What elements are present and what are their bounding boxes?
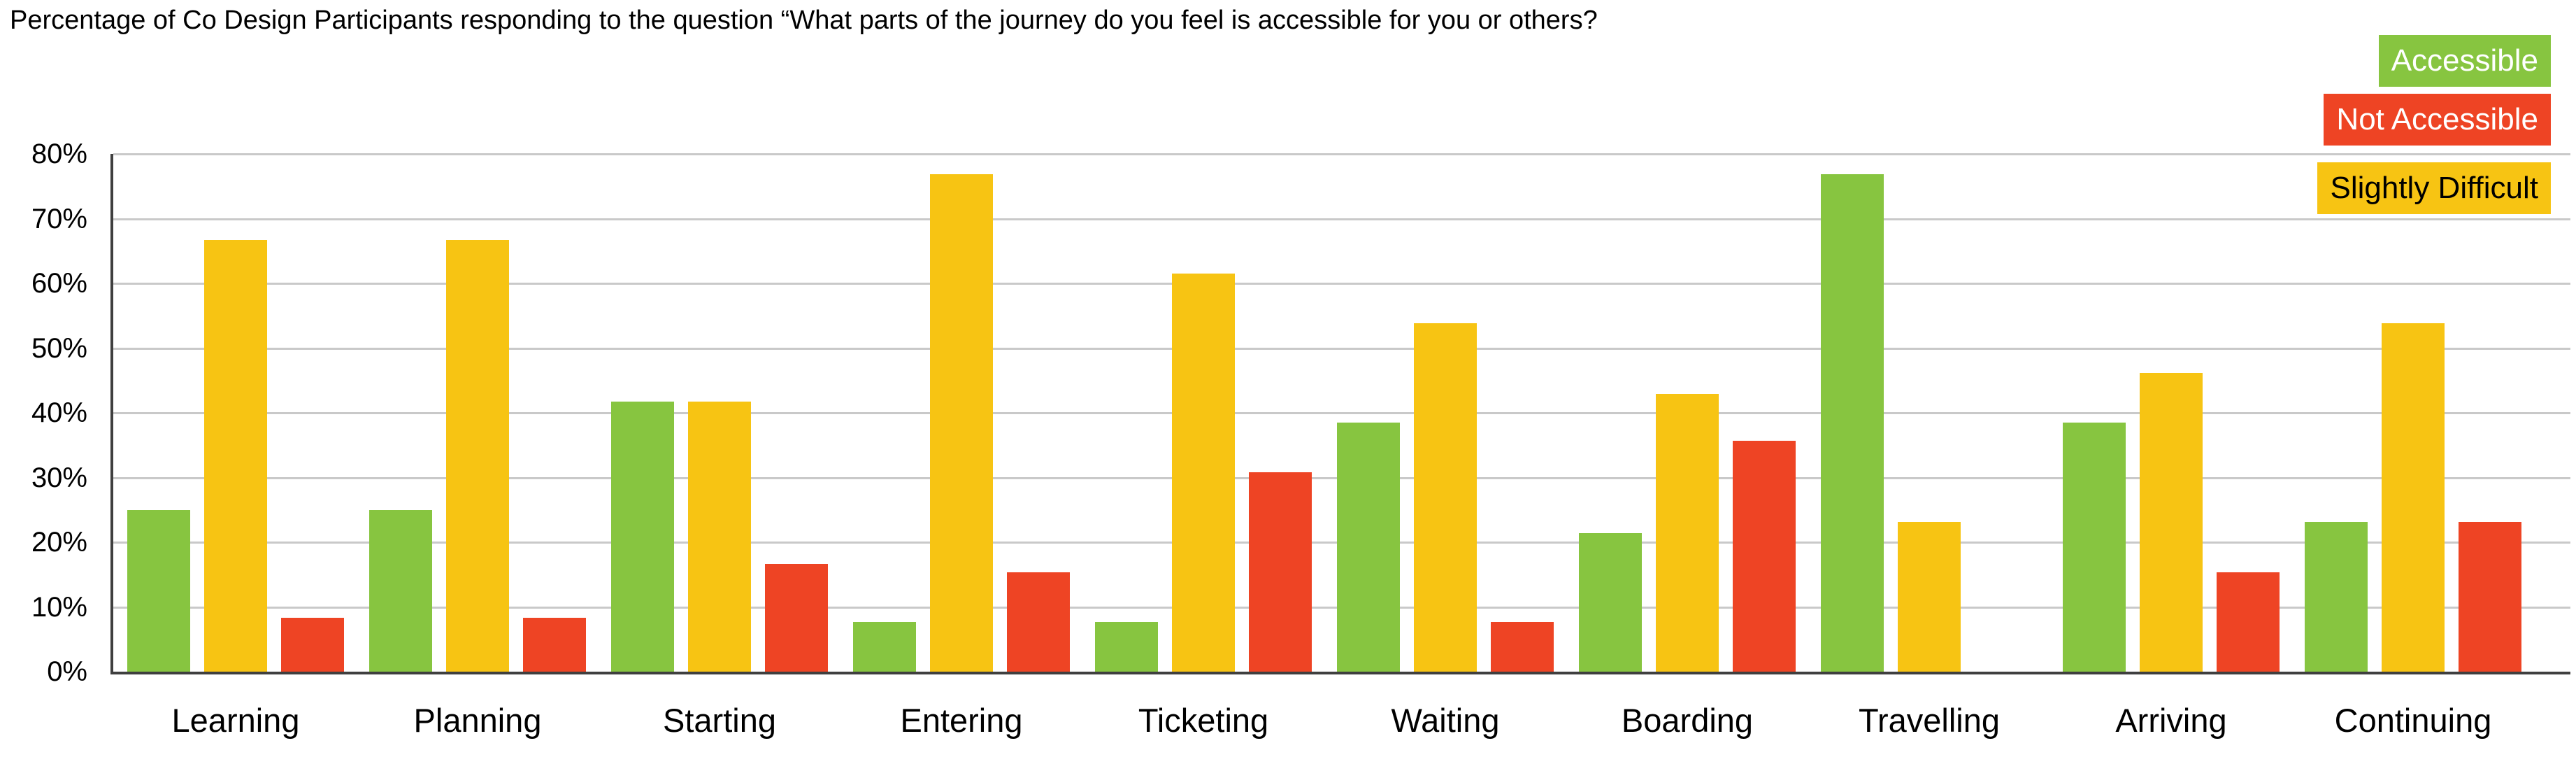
legend-item-accessible: Accessible xyxy=(2378,35,2551,87)
y-axis-tick-label: 70% xyxy=(31,203,87,234)
bar xyxy=(2305,522,2368,672)
category-label: Continuing xyxy=(2334,702,2492,739)
bar xyxy=(1172,274,1235,672)
y-axis-tick-label: 60% xyxy=(31,268,87,299)
category-label: Waiting xyxy=(1391,702,1500,739)
bar xyxy=(1414,323,1477,672)
bar xyxy=(1249,472,1312,672)
category-label: Starting xyxy=(663,702,776,739)
bar xyxy=(369,509,432,672)
bar xyxy=(1579,533,1642,672)
y-axis-tick-label: 10% xyxy=(31,591,87,623)
gridline xyxy=(113,283,2570,285)
bar xyxy=(1007,572,1070,672)
bar xyxy=(1733,440,1796,672)
category-label: Arriving xyxy=(2115,702,2227,739)
y-axis-tick-label: 30% xyxy=(31,462,87,493)
bar xyxy=(853,621,916,672)
y-axis-tick-label: 80% xyxy=(31,139,87,169)
bar xyxy=(1337,422,1400,672)
category-label: Ticketing xyxy=(1138,702,1269,739)
bar xyxy=(1898,522,1961,672)
bar xyxy=(2382,323,2445,672)
gridline xyxy=(113,347,2570,350)
y-axis-tick-label: 50% xyxy=(31,332,87,364)
bar xyxy=(688,402,751,672)
bar xyxy=(204,240,267,672)
bar xyxy=(523,618,586,672)
category-label: Boarding xyxy=(1621,702,1754,739)
category-label: Entering xyxy=(900,702,1023,739)
bar xyxy=(930,174,993,672)
bar xyxy=(611,402,674,672)
category-label: Learning xyxy=(171,702,300,739)
bar xyxy=(1821,174,1884,672)
category-label: Planning xyxy=(413,702,542,739)
plot-area xyxy=(110,153,2570,674)
y-axis-tick-label: 40% xyxy=(31,397,87,428)
bar xyxy=(127,509,190,672)
bar xyxy=(2140,372,2203,672)
bar xyxy=(1095,621,1158,672)
y-axis-tick-label: 20% xyxy=(31,527,87,558)
bar xyxy=(281,618,344,672)
legend-item-not-accessible: Not Accessible xyxy=(2324,94,2551,146)
bar xyxy=(765,563,828,672)
bar xyxy=(2217,572,2280,672)
category-label: Travelling xyxy=(1859,702,2000,739)
bar xyxy=(446,240,509,672)
legend-item-slightly-difficult: Slightly Difficult xyxy=(2317,162,2551,214)
bar xyxy=(2459,522,2521,672)
gridline xyxy=(113,153,2570,155)
gridline xyxy=(113,218,2570,220)
gridline xyxy=(113,412,2570,414)
chart-title: Percentage of Co Design Participants res… xyxy=(10,6,1598,35)
bar xyxy=(1656,394,1719,672)
bar xyxy=(2063,422,2126,672)
bar xyxy=(1491,621,1554,672)
y-axis-tick-label: 0% xyxy=(47,656,87,687)
legend: Accessible Not Accessible Slightly Diffi… xyxy=(2317,35,2551,214)
